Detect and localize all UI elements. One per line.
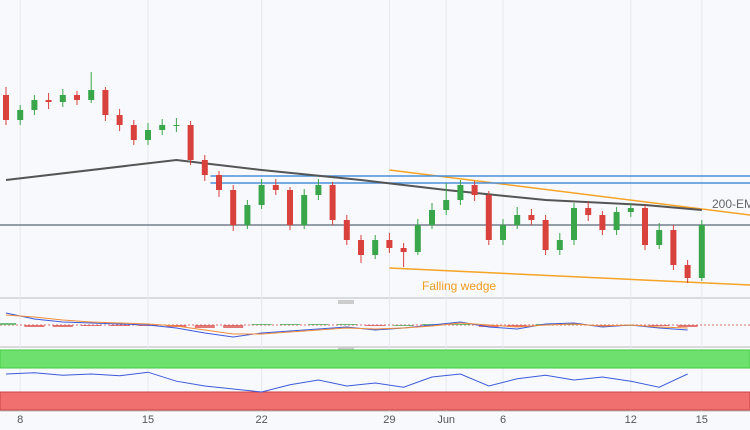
signal-line	[5, 314, 688, 335]
candle-body	[258, 185, 265, 205]
candle-body	[201, 160, 208, 175]
x-tick-label: Jun	[437, 414, 455, 426]
histogram-bar	[52, 325, 73, 327]
candle-body	[656, 230, 663, 245]
candle-body	[315, 185, 322, 195]
histogram-bar	[649, 325, 670, 326]
candle-body	[358, 240, 364, 255]
candle-body	[500, 225, 506, 240]
candle-body	[3, 95, 9, 120]
candle-body	[571, 208, 577, 240]
trend-line	[389, 267, 750, 286]
x-tick-label: 6	[500, 414, 506, 426]
x-tick-label: 22	[255, 414, 267, 426]
histogram-bar	[365, 325, 386, 326]
candle-body	[244, 205, 251, 225]
annotation: 200-EMA	[712, 197, 750, 211]
candle-body	[173, 125, 180, 126]
candle-body	[642, 208, 648, 245]
x-tick-label: 15	[696, 414, 708, 426]
candle-body	[287, 190, 293, 225]
rsi-line	[5, 371, 688, 393]
candle-body	[372, 240, 379, 255]
candle-body	[528, 215, 535, 220]
histogram-bar	[507, 325, 528, 327]
histogram-bar	[308, 324, 329, 325]
oversold-band	[0, 391, 750, 411]
candle-body	[343, 220, 350, 240]
candle-body	[31, 100, 38, 110]
candle-body	[471, 185, 478, 195]
candle-body	[485, 195, 492, 240]
histogram-bar	[109, 325, 130, 326]
annotation: Falling wedge	[422, 279, 496, 293]
candle-body	[386, 240, 393, 248]
ema-line	[5, 158, 702, 211]
histogram-bar	[450, 324, 471, 325]
candle-body	[272, 185, 279, 190]
histogram-bar	[280, 324, 300, 325]
candle-body	[159, 125, 166, 130]
candle-body	[613, 212, 620, 230]
histogram-bar	[194, 325, 215, 328]
candle-body	[45, 100, 52, 102]
candle-body	[514, 215, 521, 225]
candle-body	[414, 225, 421, 252]
histogram-bar	[24, 325, 45, 327]
histogram-bar	[478, 325, 499, 327]
x-tick-label: 15	[142, 414, 154, 426]
histogram-bar	[251, 324, 272, 325]
candle-body	[684, 265, 691, 278]
histogram-bar	[393, 325, 414, 326]
macd-line	[5, 312, 688, 338]
candle-body	[17, 110, 24, 120]
candle-body	[74, 95, 80, 100]
candle-body	[698, 225, 705, 278]
resize-handle[interactable]	[338, 300, 354, 304]
candle-body	[542, 220, 549, 250]
candle-body	[88, 90, 95, 100]
candle-body	[457, 185, 464, 200]
candle-body	[102, 90, 109, 115]
trend-line	[389, 169, 750, 216]
candle-body	[329, 185, 336, 220]
histogram-bar	[223, 325, 244, 328]
candle-body	[187, 125, 194, 160]
candle-body	[216, 175, 222, 190]
candle-body	[301, 195, 308, 225]
candle-body	[130, 125, 137, 140]
candle-body	[443, 200, 450, 210]
histogram-bar	[81, 325, 102, 326]
candle-body	[556, 240, 563, 250]
candle-body	[585, 208, 592, 215]
candle-body	[59, 95, 66, 102]
overbought-band	[0, 349, 750, 369]
resize-handle[interactable]	[338, 347, 354, 351]
candle-body	[599, 215, 606, 230]
candle-body	[145, 130, 151, 140]
histogram-bar	[0, 323, 16, 325]
candle-body	[116, 115, 123, 125]
x-tick-label: 8	[17, 414, 23, 426]
histogram-bar	[677, 325, 698, 327]
candle-body	[429, 210, 435, 225]
histogram-bar	[336, 324, 357, 325]
candle-body	[627, 208, 634, 212]
candle-body	[670, 230, 677, 265]
candle-body	[400, 248, 407, 252]
x-tick-label: 12	[625, 414, 637, 426]
candle-body	[230, 190, 237, 225]
x-tick-label: 29	[383, 414, 395, 426]
